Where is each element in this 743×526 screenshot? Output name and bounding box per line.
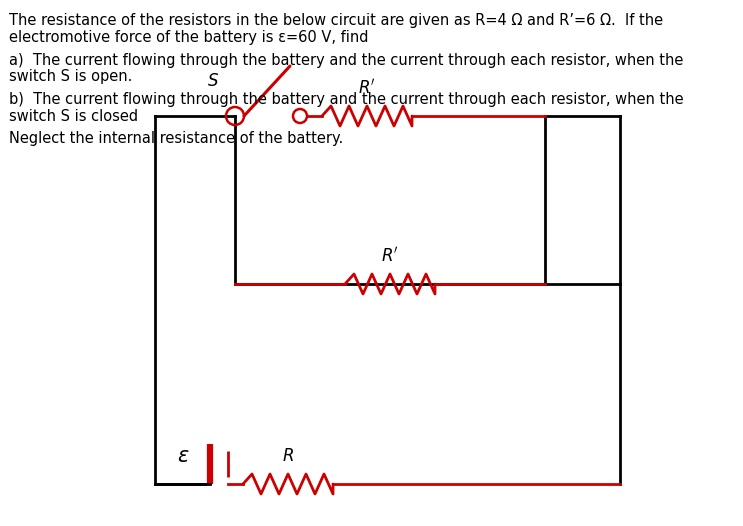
Text: a)  The current flowing through the battery and the current through each resisto: a) The current flowing through the batte… (9, 53, 684, 68)
Text: $\varepsilon$: $\varepsilon$ (178, 446, 190, 466)
Text: Neglect the internal resistance of the battery.: Neglect the internal resistance of the b… (9, 132, 343, 147)
Text: b)  The current flowing through the battery and the current through each resisto: b) The current flowing through the batte… (9, 92, 684, 107)
Text: The resistance of the resistors in the below circuit are given as R=4 Ω and R’=6: The resistance of the resistors in the b… (9, 13, 663, 28)
Text: $R$: $R$ (282, 447, 294, 465)
Text: switch S is open.: switch S is open. (9, 69, 132, 85)
Text: S: S (208, 72, 218, 90)
Text: $R'$: $R'$ (358, 78, 376, 97)
Text: switch S is closed: switch S is closed (9, 109, 138, 124)
Text: $R'$: $R'$ (381, 247, 399, 266)
Text: electromotive force of the battery is ε=60 V, find: electromotive force of the battery is ε=… (9, 30, 369, 45)
